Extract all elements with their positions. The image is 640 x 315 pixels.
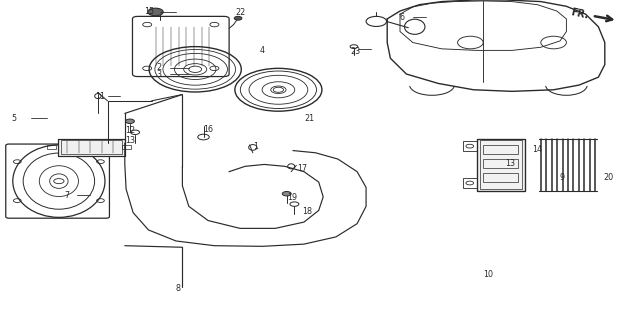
Bar — [483, 173, 518, 182]
Text: 3: 3 — [157, 70, 162, 78]
Bar — [61, 140, 122, 154]
Bar — [47, 145, 56, 149]
Circle shape — [234, 16, 242, 20]
Text: 2: 2 — [157, 63, 162, 72]
Text: 22: 22 — [236, 8, 246, 17]
Bar — [483, 159, 518, 168]
Text: 13: 13 — [506, 159, 516, 168]
Text: 21: 21 — [305, 114, 315, 123]
FancyBboxPatch shape — [132, 16, 229, 77]
Bar — [463, 141, 477, 151]
Bar — [480, 140, 522, 189]
Text: 1: 1 — [253, 142, 258, 151]
Circle shape — [282, 192, 291, 196]
Text: 14: 14 — [532, 145, 543, 154]
Text: 15: 15 — [144, 8, 154, 16]
Text: 20: 20 — [603, 174, 613, 182]
Bar — [463, 178, 477, 188]
Text: FR.: FR. — [570, 8, 589, 21]
Text: 13: 13 — [125, 136, 135, 145]
Text: 11: 11 — [95, 92, 105, 100]
Text: 17: 17 — [298, 164, 308, 173]
Text: 18: 18 — [302, 207, 312, 215]
Text: 9: 9 — [560, 174, 565, 182]
Bar — [477, 139, 525, 191]
Bar — [58, 139, 125, 156]
Bar — [477, 139, 525, 191]
Circle shape — [125, 119, 134, 123]
Bar — [58, 139, 125, 156]
Text: 23: 23 — [351, 48, 361, 56]
Text: 12: 12 — [125, 126, 135, 135]
Text: 7: 7 — [64, 191, 69, 200]
Text: 10: 10 — [483, 270, 493, 278]
Text: 5: 5 — [12, 114, 17, 123]
Text: 19: 19 — [287, 193, 297, 202]
Text: 4: 4 — [259, 46, 264, 55]
Bar — [483, 145, 518, 154]
Text: 6: 6 — [400, 13, 405, 22]
Text: 8: 8 — [176, 284, 181, 293]
Text: 16: 16 — [204, 125, 214, 134]
Bar — [122, 145, 131, 149]
Circle shape — [148, 8, 163, 16]
